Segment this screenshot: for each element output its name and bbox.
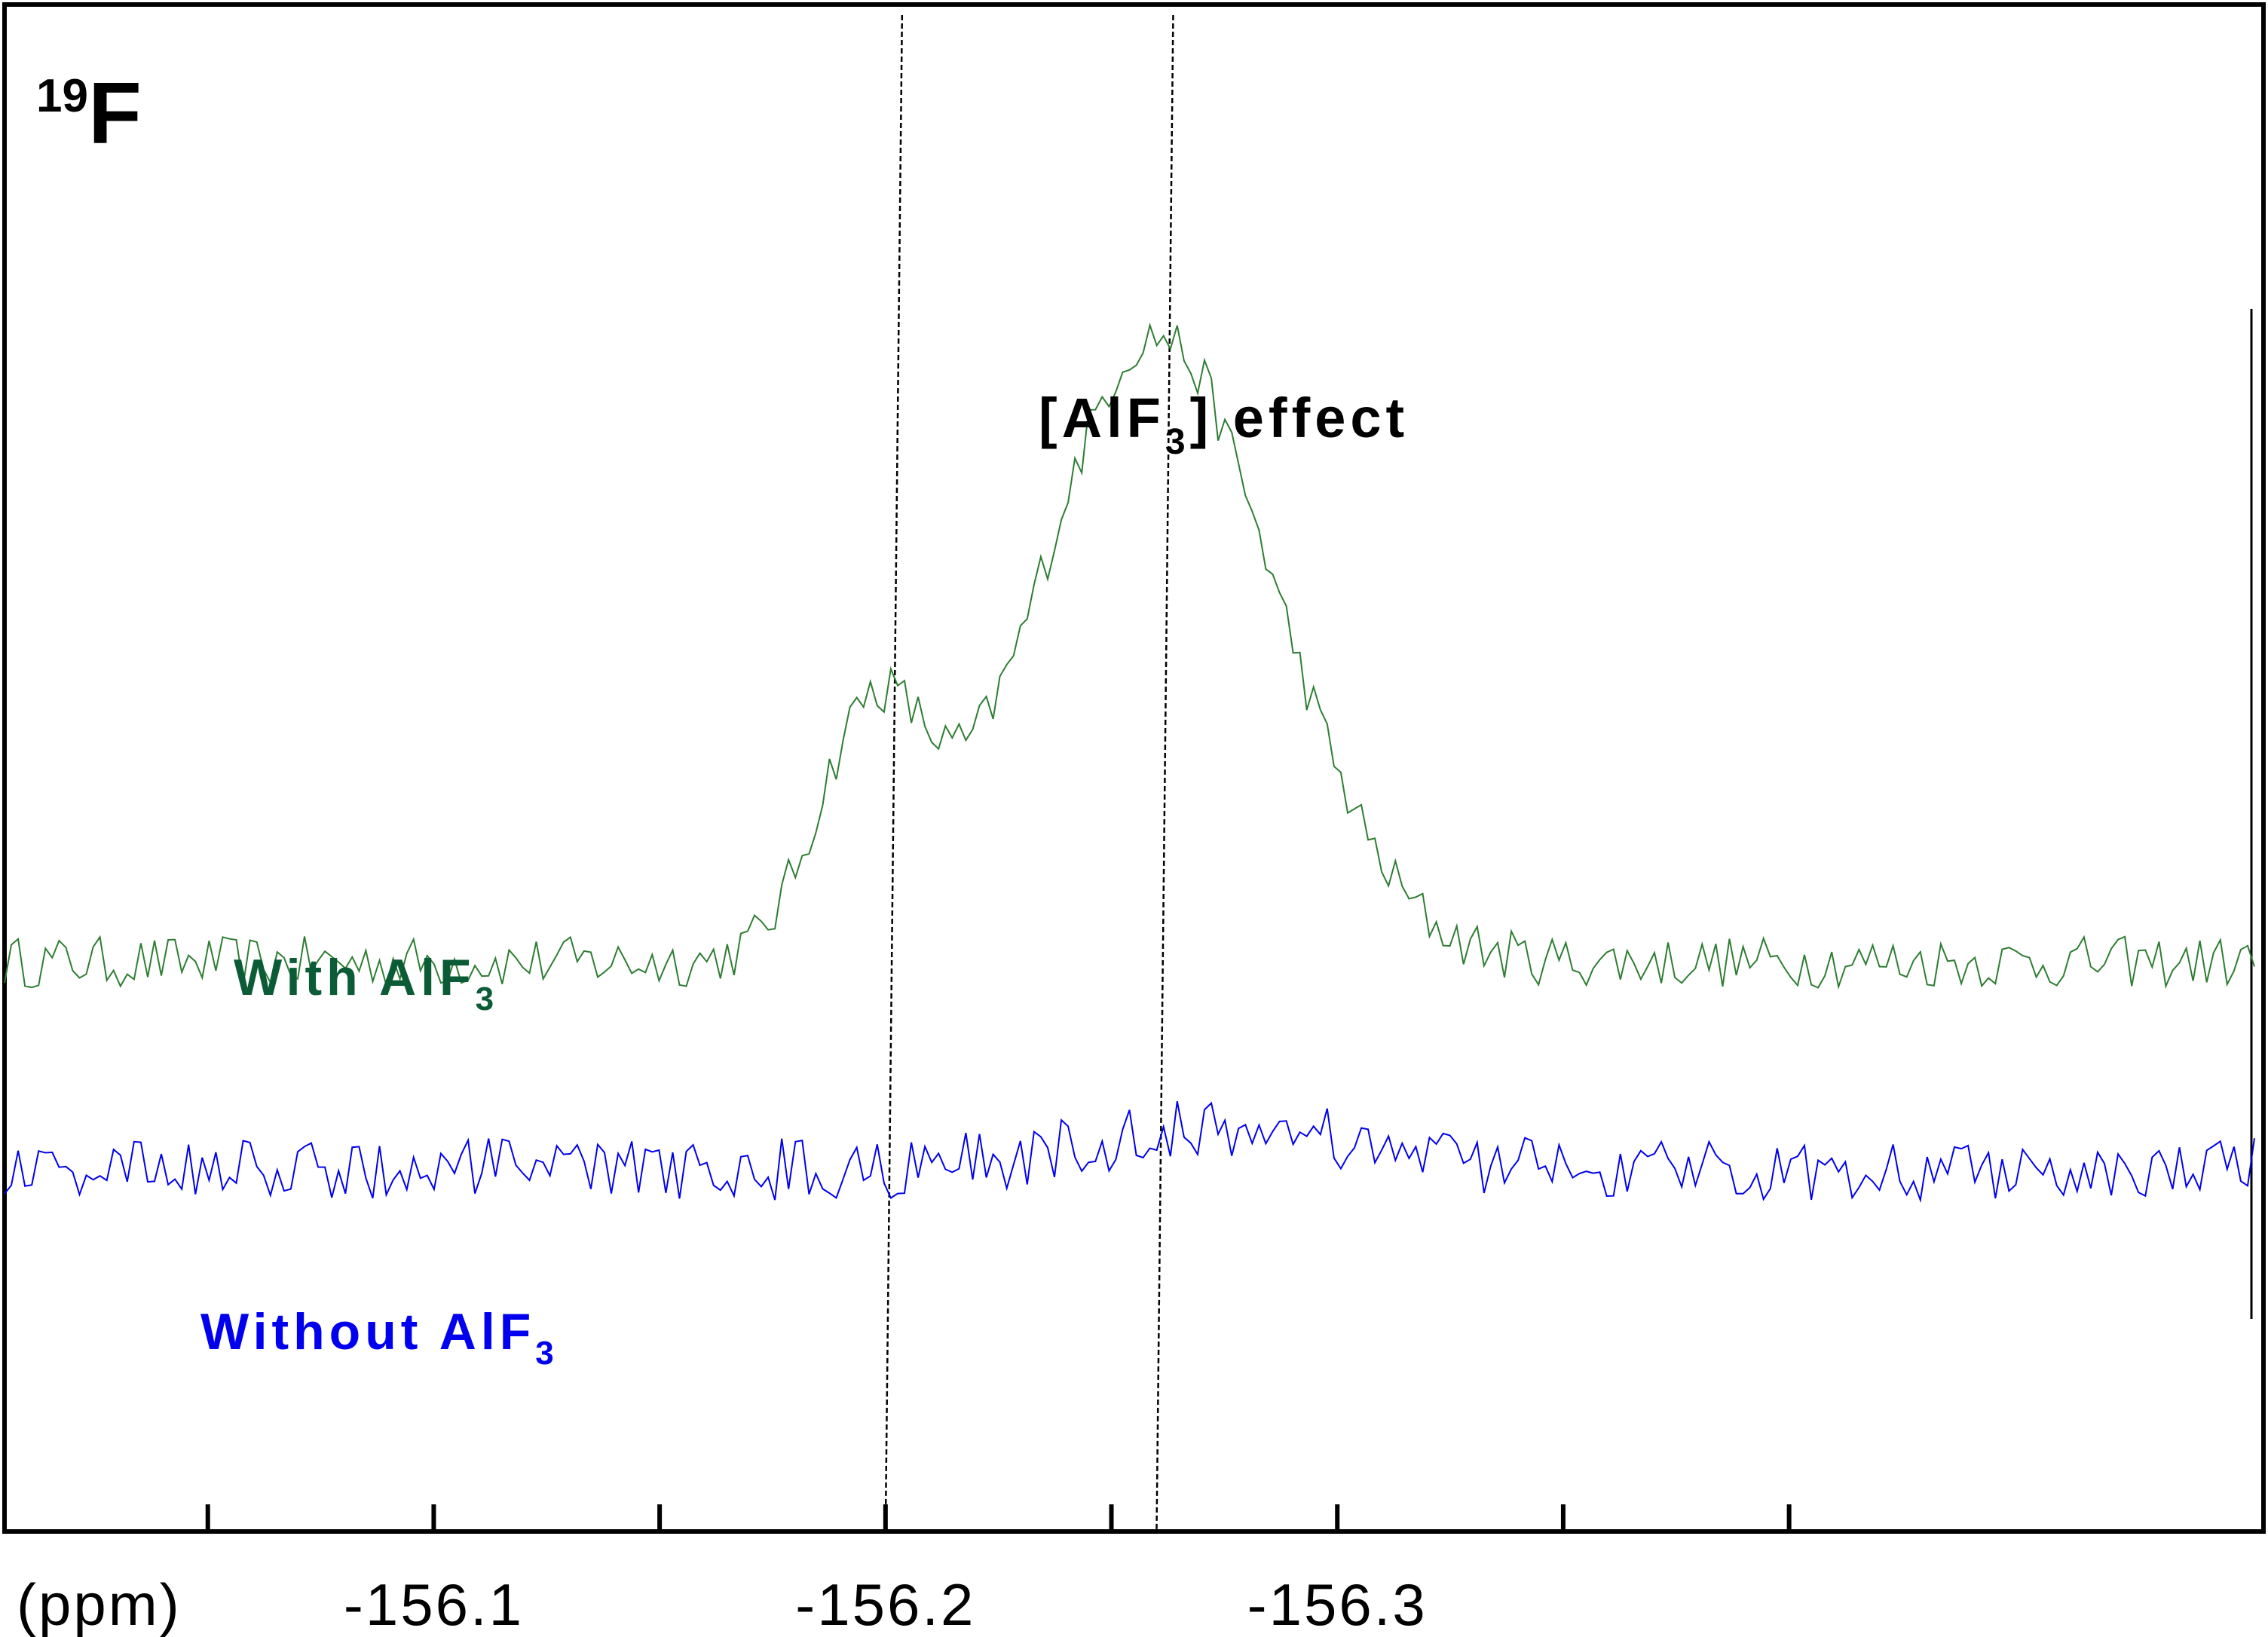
- series-label-without: Without AlF3: [200, 1303, 559, 1372]
- series-line-1: [4, 1101, 2255, 1204]
- series-line-0: [4, 322, 2255, 990]
- series-label-with: With AlF3: [234, 949, 498, 1017]
- reference-line-0: [884, 14, 904, 1532]
- annotation-suffix: ] effect: [1190, 387, 1409, 449]
- series-label-without-sub: 3: [535, 1335, 558, 1372]
- reference-lines: [884, 14, 1174, 1532]
- plot-frame: [2, 2, 2266, 1534]
- x-axis-unit-label: (ppm): [17, 1571, 182, 1637]
- x-tick-label-2: -156.3: [1247, 1571, 1428, 1637]
- series-label-with-prefix: With AlF: [234, 949, 476, 1006]
- x-axis-ticks: [205, 1504, 1792, 1531]
- reference-line-1: [1155, 14, 1174, 1532]
- spectra: [4, 322, 2255, 1204]
- annotation-sub: 3: [1165, 422, 1190, 462]
- series-label-with-sub: 3: [476, 981, 498, 1017]
- series-label-without-prefix: Without AlF: [200, 1303, 535, 1360]
- nucleus-label: 19F: [36, 64, 142, 162]
- nucleus-mass: 19: [36, 70, 88, 122]
- annotation-label: [AlF3] effect: [1039, 387, 1409, 462]
- nucleus-symbol: F: [88, 64, 142, 162]
- x-tick-label-1: -156.2: [795, 1571, 975, 1637]
- annotation-prefix: [AlF: [1039, 387, 1165, 449]
- x-axis-tick-labels: -156.1 -156.2 -156.3: [344, 1571, 1428, 1637]
- x-tick-label-0: -156.1: [344, 1571, 524, 1637]
